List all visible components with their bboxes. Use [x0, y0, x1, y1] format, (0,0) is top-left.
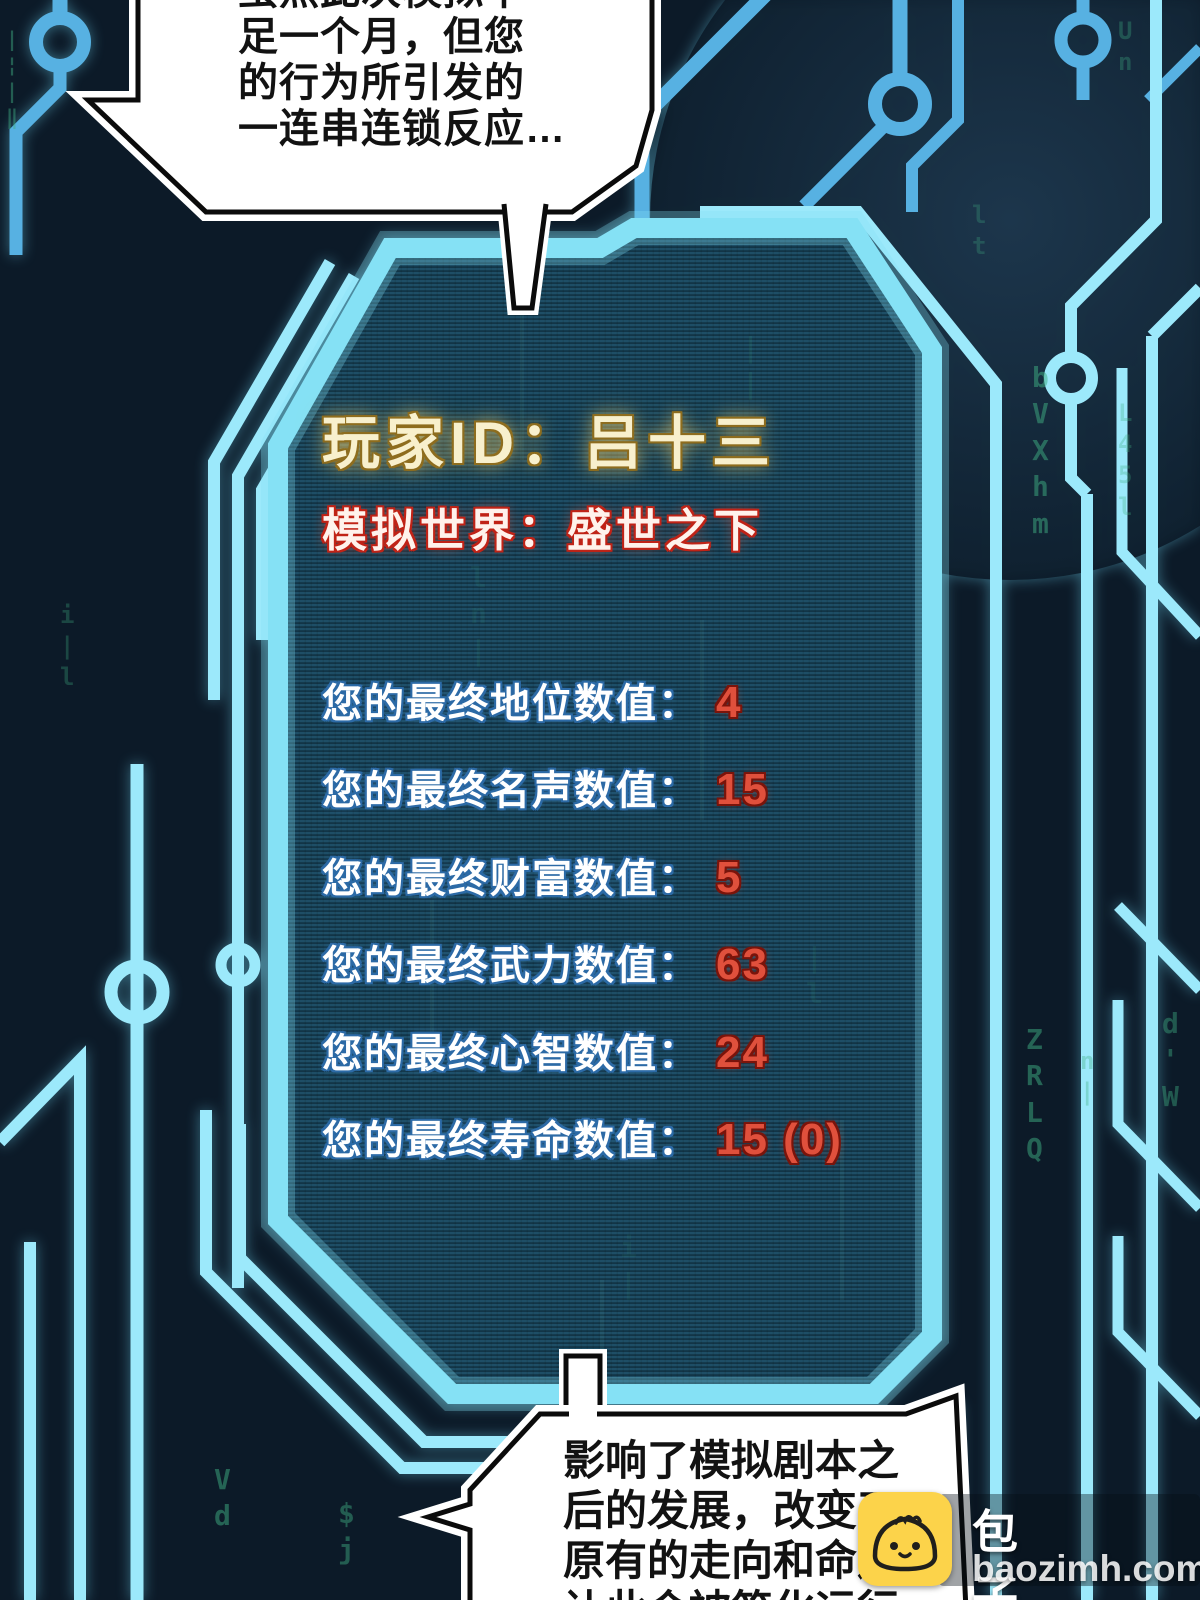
speech-bubble-bottom [397, 1349, 975, 1600]
watermark-bar [938, 1494, 1200, 1586]
speech-bubble-line: 一连串连锁反应… [238, 107, 566, 151]
speech-bubble-line: 的行为所引发的 [238, 61, 525, 105]
speech-bubble-top-tail [501, 203, 549, 311]
circuit-pad-icon [868, 72, 932, 136]
circuit-pad-icon [29, 11, 91, 73]
stat-row: 您的最终寿命数值： 15 (0) [322, 1108, 843, 1166]
circuit-pad-icon [104, 959, 170, 1025]
stat-label: 您的最终武力数值： [322, 944, 700, 989]
circuit-pad-icon [1054, 11, 1112, 69]
player-id-label: 玩家ID： [322, 411, 585, 476]
stat-row: 您的最终名声数值： 15 [322, 758, 769, 816]
player-id-line: 玩家ID：吕十三 [322, 396, 776, 480]
data-panel-screen [278, 228, 932, 1394]
player-id-value: 吕十三 [584, 411, 777, 476]
stat-value: 4 [716, 678, 743, 727]
watermark-site-url: baozimh.com [972, 1548, 1200, 1589]
stat-row: 您的最终武力数值： 63 [322, 933, 769, 991]
stat-row: 您的最终财富数值： 5 [322, 846, 742, 904]
stat-value: 5 [716, 852, 743, 902]
simulation-world-value: 盛世之下 [567, 505, 764, 556]
data-panel-frame [261, 211, 949, 1411]
speech-bubble-top-text: 虽然此次模拟不足一个月，但您的行为所引发的一连串连锁反应… [238, 0, 658, 152]
stat-label: 您的最终名声数值： [322, 769, 700, 814]
stat-value: 24 [716, 1027, 769, 1077]
stat-value: 15 (0) [716, 1115, 843, 1164]
speech-bubble-line: 足一个月，但您 [238, 15, 525, 59]
simulation-world-label: 模拟世界： [322, 505, 568, 556]
stat-label: 您的最终寿命数值： [322, 1119, 700, 1163]
stat-value: 63 [716, 940, 769, 990]
stat-row: 您的最终地位数值： 4 [322, 671, 742, 729]
data-panel-border [268, 218, 942, 1404]
speech-bubble-line: 后的发展，改变了 [563, 1487, 900, 1534]
speech-bubble-line: 让此会被简化运行 [563, 1586, 953, 1600]
stat-value: 15 [716, 765, 769, 815]
circuit-pad-icon [1044, 351, 1098, 405]
watermark-site-name: 包子漫畫 [972, 1506, 1021, 1600]
stat-label: 您的最终心智数值： [322, 1031, 700, 1076]
stat-label: 您的最终财富数值： [322, 856, 700, 901]
circuit-pad-icon [215, 942, 261, 988]
speech-bubble-line: 虽然此次模拟不 [238, 0, 658, 14]
speech-bubble-top [65, 0, 661, 315]
speech-bubble-line: 影响了模拟剧本之 [563, 1437, 900, 1484]
speech-bubble-bottom-tail [563, 1353, 603, 1420]
simulation-world-line: 模拟世界：盛世之下 [322, 494, 763, 559]
baozi-bun-icon [858, 1492, 952, 1586]
stat-row: 您的最终心智数值： 24 [322, 1021, 769, 1079]
circuit-traces-blue [9, 0, 1200, 255]
stat-label: 您的最终地位数值： [322, 682, 700, 726]
